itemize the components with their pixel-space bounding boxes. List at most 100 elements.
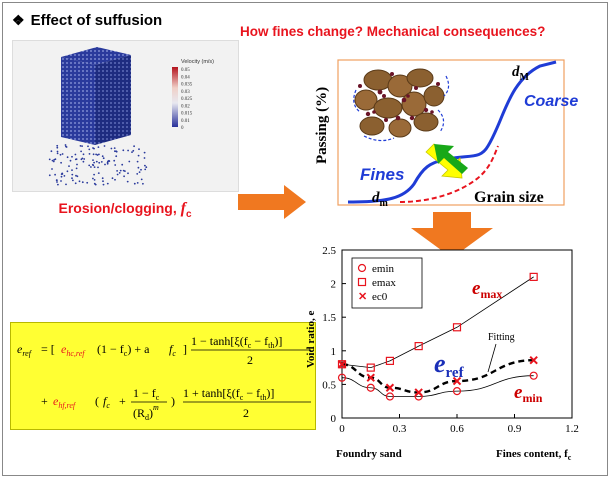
particle xyxy=(96,154,99,156)
colorbar-tick-label: 0.015 xyxy=(181,112,193,117)
svg-text:): ) xyxy=(171,394,175,408)
y-tick-label: 2 xyxy=(331,279,337,291)
y-tick-label: 1 xyxy=(331,346,337,358)
particle xyxy=(92,159,94,161)
particle xyxy=(94,183,97,186)
y-tick-label: 0.5 xyxy=(322,379,336,391)
question-text: How fines change? Mechanical consequence… xyxy=(240,24,546,39)
particle xyxy=(88,153,91,155)
cube-top xyxy=(61,47,131,65)
particle xyxy=(98,153,100,156)
particle xyxy=(133,182,136,185)
particle xyxy=(140,178,143,181)
colorbar-tick-label: 0.05 xyxy=(181,68,190,73)
svg-text:2: 2 xyxy=(243,406,249,420)
particle xyxy=(143,157,146,159)
particle xyxy=(116,173,119,176)
svg-text:(: ( xyxy=(95,394,99,408)
svg-text:(Rd)m: (Rd)m xyxy=(133,403,159,422)
particle xyxy=(60,161,62,164)
down-arrow-icon xyxy=(411,212,493,258)
emax-annotation: emax xyxy=(472,278,502,301)
ec0-point xyxy=(414,388,423,397)
emin-fit-line xyxy=(341,375,534,397)
svg-text:+: + xyxy=(119,394,126,408)
particle xyxy=(102,157,105,160)
green-arrow-icon xyxy=(434,144,468,174)
particle xyxy=(92,177,94,180)
emin-point xyxy=(385,392,395,401)
colorbar-tick-label: 0.02 xyxy=(181,104,190,109)
particle xyxy=(81,145,83,147)
particle xyxy=(115,155,118,158)
particle xyxy=(127,172,129,175)
particle xyxy=(131,151,133,153)
particle xyxy=(140,168,142,171)
ec0-point xyxy=(529,356,538,365)
particle xyxy=(56,146,59,149)
colorbar-tick-label: 0.01 xyxy=(181,119,190,124)
fitting-pointer xyxy=(487,343,497,373)
particle xyxy=(123,175,125,178)
particle xyxy=(93,161,95,164)
legend-emax: emax xyxy=(372,277,396,289)
particle xyxy=(119,169,122,172)
erosion-clogging-label: Erosion/clogging, fc xyxy=(58,200,192,220)
particle xyxy=(121,163,124,166)
particle xyxy=(54,173,56,176)
emin-point xyxy=(337,373,347,382)
emax-point xyxy=(385,356,395,365)
right-arrow-icon xyxy=(238,185,306,219)
particle xyxy=(63,175,66,177)
eref-annotation: eref xyxy=(434,349,465,381)
particle xyxy=(66,170,69,173)
svg-text:ehc,ref: ehc,ref xyxy=(61,342,86,358)
emax-point xyxy=(337,360,347,369)
particle xyxy=(100,161,103,163)
particle xyxy=(138,171,141,174)
svg-text:eref: eref xyxy=(17,342,33,358)
particle xyxy=(95,153,97,156)
y-tick-label: 2.5 xyxy=(322,245,336,257)
particle xyxy=(76,175,79,178)
ec0-point xyxy=(366,373,375,382)
particle xyxy=(75,167,78,170)
particle xyxy=(56,150,59,153)
eref-fit-line xyxy=(341,359,534,394)
particle xyxy=(87,145,89,148)
particle xyxy=(90,166,92,168)
particle xyxy=(72,179,74,182)
particle xyxy=(74,182,77,185)
particle xyxy=(92,147,94,149)
particle xyxy=(111,177,114,180)
particle xyxy=(142,182,144,185)
svg-text:1 − fc: 1 − fc xyxy=(133,386,160,402)
grain-size-label: Grain size xyxy=(474,189,544,206)
particle xyxy=(103,145,106,147)
soil-particles xyxy=(353,68,450,142)
particle xyxy=(51,159,54,162)
particle xyxy=(56,144,59,147)
particle xyxy=(57,183,59,186)
emax-point xyxy=(414,341,423,351)
particle xyxy=(145,166,148,169)
colorbar-tick-label: 0.03 xyxy=(181,90,190,95)
y-axis-label: Void ratio, e xyxy=(305,311,317,368)
particle xyxy=(86,181,89,184)
diamond-bullet-icon: ❖ xyxy=(12,12,25,28)
svg-text:2: 2 xyxy=(247,353,253,367)
particle xyxy=(136,182,139,184)
diagram-frame xyxy=(337,59,565,206)
particle xyxy=(138,148,140,151)
emin-point xyxy=(366,383,375,392)
particle xyxy=(71,169,73,172)
particle xyxy=(83,158,86,160)
particle xyxy=(106,162,109,165)
particle xyxy=(104,163,106,166)
particle xyxy=(126,180,129,183)
particle xyxy=(82,153,85,156)
particle xyxy=(79,145,82,147)
velocity-colorbar xyxy=(172,67,178,127)
particle xyxy=(78,180,81,183)
colorbar-tick-label: 0 xyxy=(181,126,184,131)
